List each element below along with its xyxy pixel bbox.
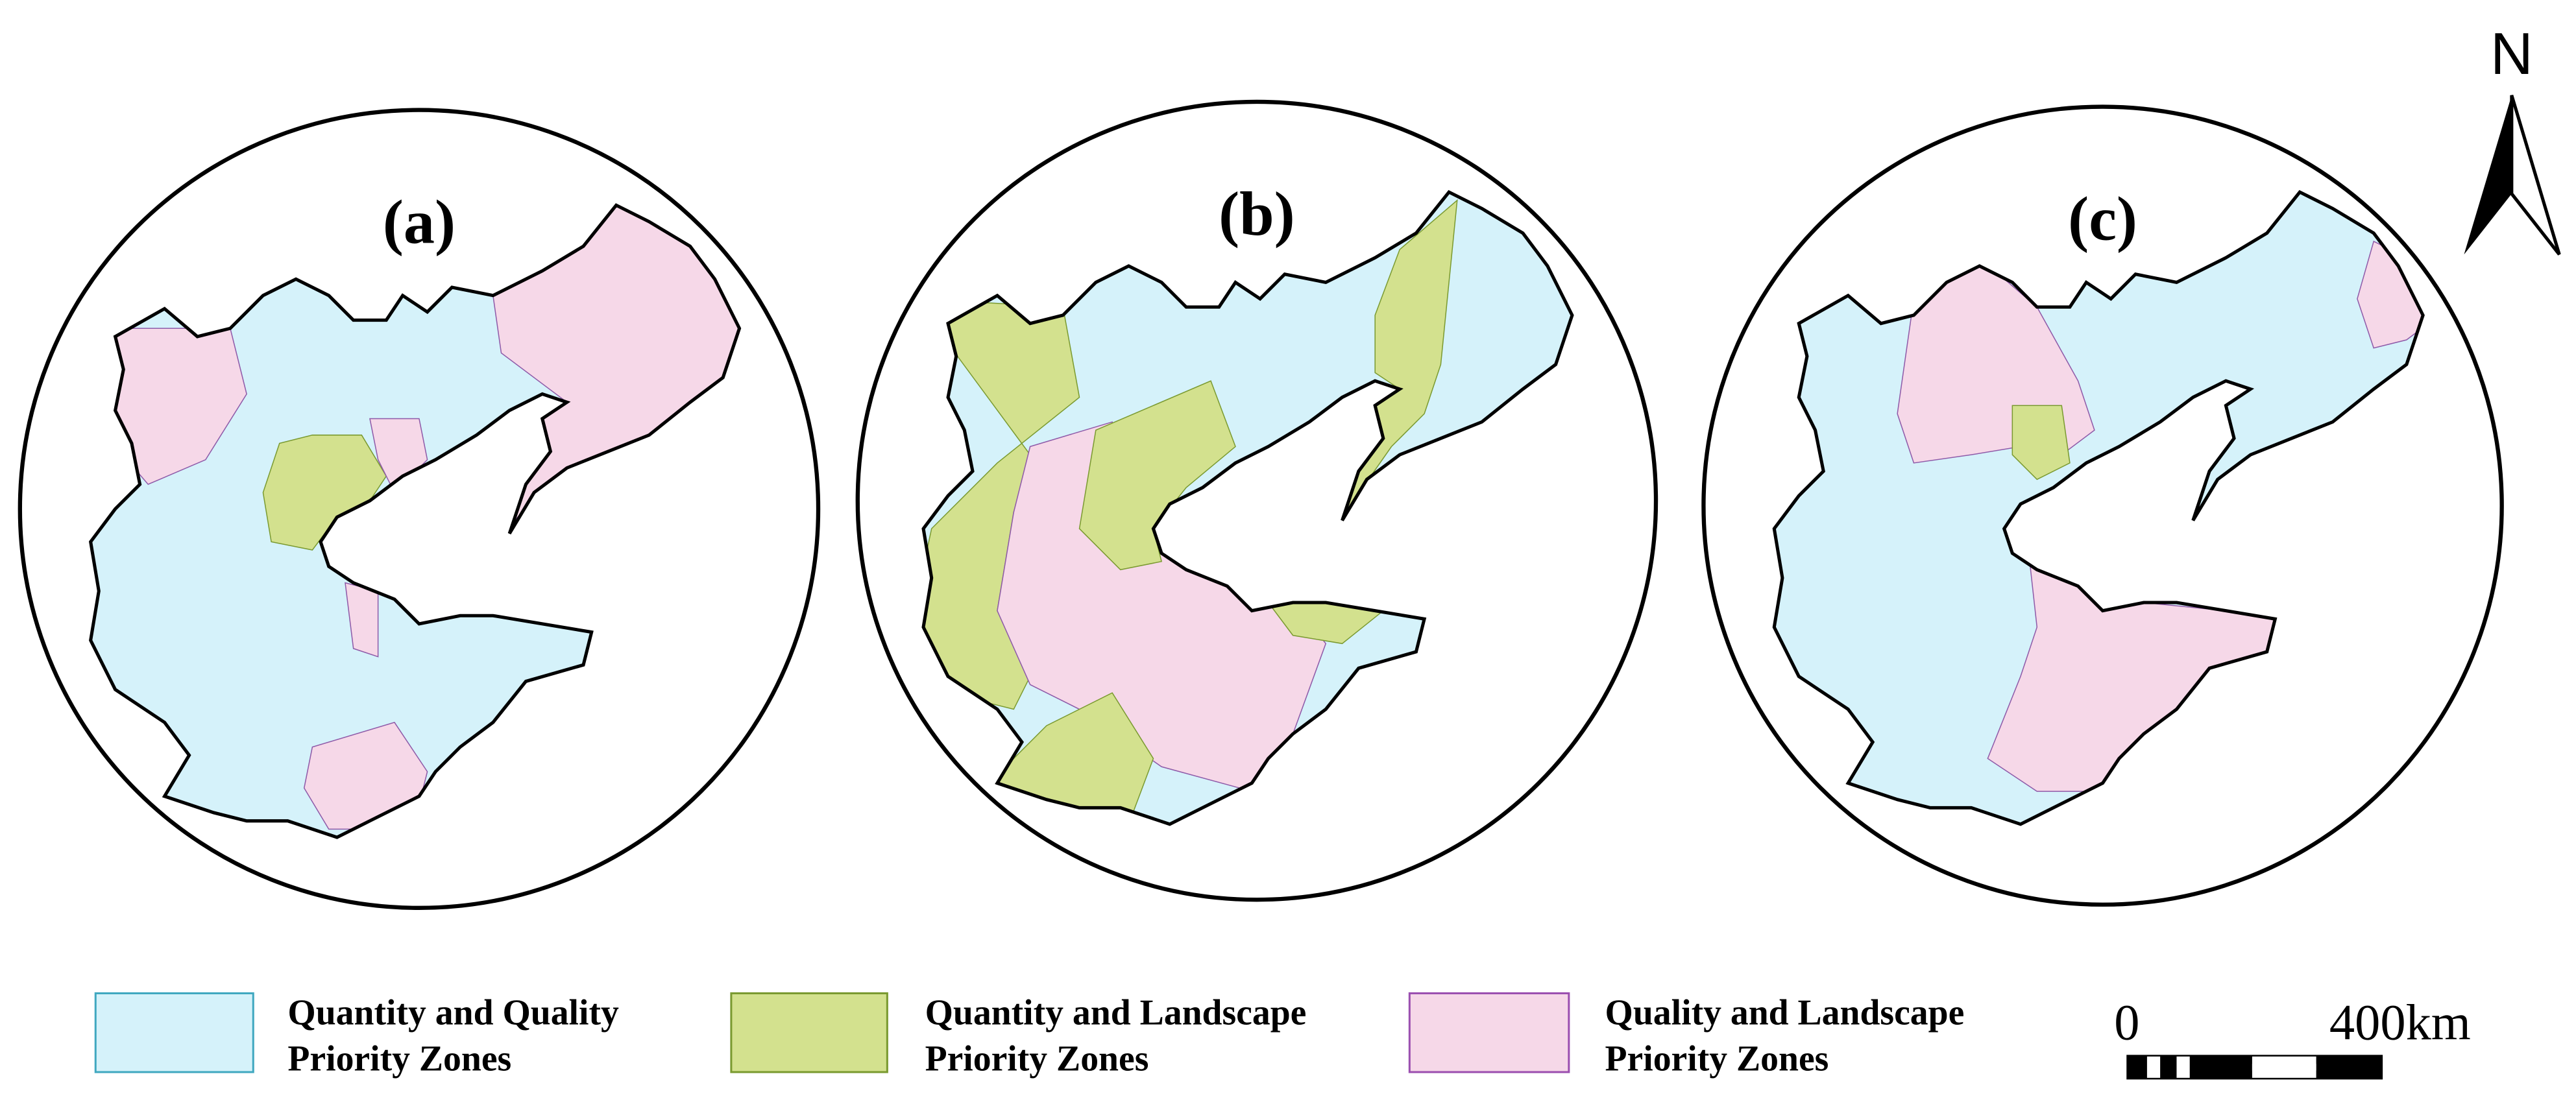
legend-swatch [1408,992,1570,1073]
legend-label: Priority Zones [1605,1038,1829,1079]
legend-label: Priority Zones [287,1038,511,1079]
scale-segment [2316,1055,2382,1079]
legend-label: Quantity and Landscape [925,993,1307,1033]
map-panel: (c) [1701,104,2504,907]
arrow-half [2510,95,2561,256]
panel-frame [18,108,821,910]
scale-start: 0 [2114,994,2139,1050]
scale-segment [2189,1055,2252,1079]
panel-label: (a) [383,187,456,257]
legend-label: Quantity and Quality [287,993,619,1033]
legend-swatch [730,992,888,1073]
scale-bar: 0 400km [2114,994,2471,1080]
panel-label: (c) [2068,184,2137,254]
zone-patch [2357,241,2424,349]
scale-segment [2252,1064,2316,1071]
north-label: N [2490,21,2533,87]
scale-end: 400km [2329,994,2471,1050]
scale-segment [2160,1055,2177,1079]
legend-label: Priority Zones [925,1038,1149,1079]
scale-segment [2127,1055,2147,1079]
panel-label: (b) [1219,179,1295,248]
arrow-half [2464,95,2512,255]
panel-frame [1701,104,2504,907]
legend-swatch [94,992,254,1073]
north-arrow: N [2464,21,2561,256]
zone-patch [492,205,740,542]
map-panel: (b) [855,99,1659,902]
legend: Quantity and Quality Priority Zones Quan… [94,992,1965,1079]
panel-frame [855,99,1659,902]
map-panel: (a) [18,108,821,910]
zone-patch [2011,405,2071,481]
legend-label: Quality and Landscape [1605,993,1965,1033]
